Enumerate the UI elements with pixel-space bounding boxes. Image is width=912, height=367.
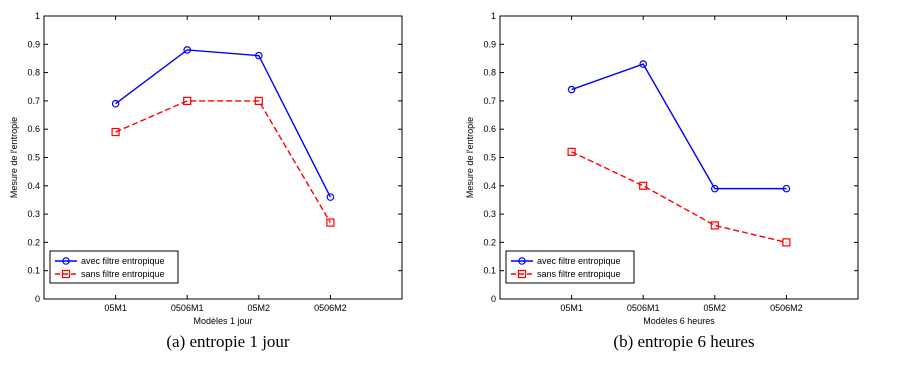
chart-b-legend-label-1: sans filtre entropique	[537, 269, 621, 279]
chart-b-legend-box	[505, 250, 635, 284]
chart-a-ytick-label: 0.8	[27, 68, 40, 78]
chart-b-caption: (b) entropie 6 heures	[613, 332, 755, 351]
chart-b-xtick-label: 05M1	[560, 303, 583, 313]
chart-b-series-1-point	[639, 181, 648, 190]
chart-b-xlabel: Modèles 6 heures	[643, 316, 715, 326]
chart-a-legend-marker-1	[61, 269, 71, 279]
chart-a-series-1-point	[326, 218, 335, 227]
chart-a-series-1-point	[254, 96, 263, 106]
chart-a-series-0-point	[111, 99, 120, 108]
chart-b-series-1-line	[571, 151, 787, 244]
chart-a-ylabel: Mesure de l'entropie	[9, 117, 19, 198]
chart-b-series-0-point	[639, 60, 648, 68]
chart-panel-b: 0 0.1 0.2 0.3 0.4 0.5 0.6 0.7 0.8 0.9 1 05M1 0506M1 0…	[456, 0, 912, 367]
chart-a-series-0-line	[115, 49, 332, 198]
chart-a-series-1-point	[111, 127, 120, 137]
chart-a-series-1	[111, 96, 335, 227]
chart-a-xtick-label: 05M2	[248, 303, 271, 313]
chart-b-legend-marker-0	[518, 257, 526, 265]
chart-a-ytick-label: 1	[35, 11, 40, 21]
chart-a-ytick-label: 0.2	[27, 237, 40, 247]
chart-a-xtick-label: 0506M1	[171, 303, 204, 313]
chart-b-svg: 0 0.1 0.2 0.3 0.4 0.5 0.6 0.7 0.8 0.9 1 05M1 0506M1 0…	[465, 11, 859, 326]
chart-b-series-1-point	[567, 147, 576, 156]
chart-a-ytick-label: 0.1	[27, 266, 40, 276]
chart-a-series-0	[111, 46, 335, 201]
chart-b-xtick-label: 05M2	[704, 303, 727, 313]
chart-panel-a: 0 0.1 0.2 0.3 0.4 0.5 0.6 0.7 0.8 0.9 1 05M1 0506M1 0…	[9, 11, 403, 351]
chart-b-ytick-label: 0.2	[483, 237, 496, 247]
chart-b-ytick-label: 0.1	[483, 266, 496, 276]
chart-a-xtick-label: 05M1	[104, 303, 127, 313]
chart-a-series-0-point	[183, 46, 192, 54]
chart-b-ytick-label: 1	[491, 11, 496, 21]
chart-a-series-0-point	[326, 193, 335, 201]
chart-b-series-0-point	[782, 184, 791, 193]
chart-a-legend-label-0: avec filtre entropique	[81, 256, 165, 266]
chart-b-ytick-label: 0.6	[483, 124, 496, 134]
chart-b-series-1	[567, 147, 791, 247]
chart-a-legend-box	[49, 250, 179, 284]
chart-b-ytick-label: 0.7	[483, 96, 496, 106]
chart-a-ytick-label: 0.5	[27, 153, 40, 163]
chart-a-legend-label-1: sans filtre entropique	[81, 269, 165, 279]
chart-a-ytick-label: 0.3	[27, 209, 40, 219]
chart-b-ytick-label: 0	[491, 294, 496, 304]
chart-a-caption: (a) entropie 1 jour	[166, 332, 290, 351]
chart-a-ytick-label: 0.4	[27, 181, 40, 191]
chart-b-ylabel: Mesure de l'entropie	[465, 117, 475, 198]
chart-a-svg: 0 0.1 0.2 0.3 0.4 0.5 0.6 0.7 0.8 0.9 1 05M1 0506M1 0…	[9, 11, 403, 326]
chart-b-series-1-point	[782, 238, 791, 247]
chart-b-ytick-label: 0.8	[483, 68, 496, 78]
chart-b-legend-label-0: avec filtre entropique	[537, 256, 621, 266]
chart-a-legend-marker-0	[62, 257, 70, 265]
chart-b-series-1-point	[710, 221, 719, 230]
chart-b-ytick-label: 0.5	[483, 153, 496, 163]
chart-b-legend-marker-1	[517, 269, 527, 279]
chart-b-ytick-label: 0.4	[483, 181, 496, 191]
chart-a-ytick-label: 0.7	[27, 96, 40, 106]
chart-a-ytick-label: 0.6	[27, 124, 40, 134]
chart-b-ytick-label: 0.9	[483, 39, 496, 49]
chart-a-legend: avec filtre entropique sans filtre entrop…	[49, 250, 179, 284]
chart-a-xlabel: Modèles 1 jour	[193, 316, 252, 326]
chart-b-series-0-line	[571, 63, 787, 190]
chart-a-xtick-label: 0506M2	[314, 303, 347, 313]
chart-b-ytick-label: 0.3	[483, 209, 496, 219]
chart-b-xtick-label: 0506M1	[627, 303, 660, 313]
chart-b-xtick-label: 0506M2	[770, 303, 803, 313]
chart-b-series-0-point	[567, 85, 576, 94]
chart-a-ytick-label: 0	[35, 294, 40, 304]
chart-b-series-0-point	[710, 184, 719, 193]
chart-b-legend: avec filtre entropique sans filtre entrop…	[505, 250, 635, 284]
chart-a-ytick-label: 0.9	[27, 39, 40, 49]
chart-a-series-1-line	[115, 100, 332, 223]
chart-b-series-0	[567, 60, 791, 193]
chart-a-series-1-point	[183, 96, 192, 106]
chart-a-series-0-point	[254, 51, 263, 60]
